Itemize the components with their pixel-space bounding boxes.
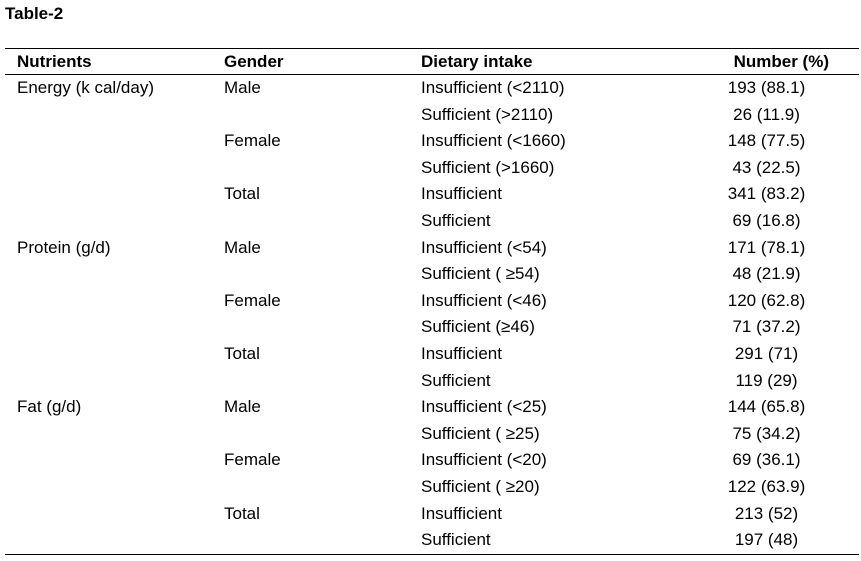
nutrient-cell <box>5 261 212 288</box>
number-percent-cell: 122 (63.9) <box>727 476 806 496</box>
nutrient-cell <box>5 527 212 555</box>
dietary-intake-cell: Sufficient <box>421 370 491 390</box>
dietary-intake-cell: Sufficient (>2110) <box>421 104 554 124</box>
nutrient-cell <box>5 155 212 182</box>
number-percent-cell: 291 (71) <box>734 343 799 363</box>
nutrient-cell <box>5 128 212 155</box>
nutrient-cell <box>5 421 212 448</box>
gender-cell: Female <box>224 290 281 310</box>
dietary-intake-cell: Sufficient (>1660) <box>421 157 555 177</box>
number-percent-cell: 193 (88.1) <box>727 78 806 97</box>
nutrient-cell: Protein (g/d) <box>17 237 111 257</box>
number-percent-cell: 171 (78.1) <box>727 237 806 257</box>
table-row: Protein (g/d) Male Insufficient (<54) 171 (… <box>5 235 859 262</box>
dietary-intake-cell: Insufficient <box>421 343 502 363</box>
dietary-intake-cell: Insufficient (<2110) <box>421 78 565 97</box>
table-row: Sufficient (≥46) 71 (37.2) <box>5 314 859 341</box>
gender-cell: Total <box>224 184 260 204</box>
column-header-nutrients: Nutrients <box>5 48 212 75</box>
gender-cell: Total <box>224 503 260 523</box>
table-row: Fat (g/d) Male Insufficient (<25) 144 (65.8… <box>5 394 859 421</box>
nutrient-cell <box>5 314 212 341</box>
table-row: Female Insufficient (<46) 120 (62.8) <box>5 288 859 315</box>
table-row: Total Insufficient 213 (52) <box>5 501 859 528</box>
number-percent-cell: 43 (22.5) <box>732 157 801 177</box>
gender-cell: Male <box>224 78 261 97</box>
gender-cell: Total <box>224 343 260 363</box>
column-header-gender: Gender <box>212 48 409 75</box>
dietary-intake-cell: Insufficient (<20) <box>421 450 547 470</box>
nutrient-intake-table: Nutrients Gender Dietary intake Number (… <box>5 48 859 555</box>
table-body: Energy (k cal/day) Male Insufficient (<211… <box>5 75 859 555</box>
nutrient-cell: Fat (g/d) <box>17 397 82 417</box>
gender-cell <box>212 102 409 129</box>
table-row: Sufficient 69 (16.8) <box>5 208 859 235</box>
number-percent-cell: 144 (65.8) <box>727 397 806 417</box>
gender-cell <box>212 368 409 395</box>
table-row: Female Insufficient (<1660) 148 (77.5) <box>5 128 859 155</box>
dietary-intake-cell: Sufficient ( ≥25) <box>421 423 540 443</box>
dietary-intake-cell: Insufficient (<46) <box>421 290 547 310</box>
gender-cell <box>212 421 409 448</box>
nutrient-cell: Energy (k cal/day) <box>17 78 154 97</box>
gender-cell: Female <box>224 450 281 470</box>
number-percent-cell: 26 (11.9) <box>733 104 800 124</box>
nutrient-cell <box>5 181 212 208</box>
table-row: Total Insufficient 341 (83.2) <box>5 181 859 208</box>
dietary-intake-cell: Sufficient <box>409 527 674 555</box>
table-row: Energy (k cal/day) Male Insufficient (<211… <box>5 75 859 102</box>
nutrient-cell <box>5 474 212 501</box>
nutrient-cell <box>5 368 212 395</box>
nutrient-cell <box>5 102 212 129</box>
number-percent-cell: 197 (48) <box>674 527 859 555</box>
table-title: Table-2 <box>5 4 64 23</box>
gender-cell: Female <box>224 131 281 151</box>
nutrient-cell <box>5 341 212 368</box>
table-row: Sufficient ( ≥54) 48 (21.9) <box>5 261 859 288</box>
gender-cell <box>212 474 409 501</box>
number-percent-cell: 120 (62.8) <box>727 290 806 310</box>
table-row: Total Insufficient 291 (71) <box>5 341 859 368</box>
number-percent-cell: 69 (16.8) <box>732 210 801 230</box>
table-row: Sufficient ( ≥20) 122 (63.9) <box>5 474 859 501</box>
nutrient-cell <box>5 288 212 315</box>
gender-cell <box>212 208 409 235</box>
gender-cell <box>212 155 409 182</box>
dietary-intake-cell: Sufficient ( ≥54) <box>421 264 540 284</box>
gender-cell <box>212 314 409 341</box>
dietary-intake-cell: Insufficient (<1660) <box>421 131 566 151</box>
number-percent-cell: 119 (29) <box>735 370 798 390</box>
number-percent-cell: 213 (52) <box>734 503 799 523</box>
dietary-intake-cell: Sufficient <box>421 210 491 230</box>
gender-cell <box>212 261 409 288</box>
number-percent-cell: 48 (21.9) <box>732 264 801 284</box>
dietary-intake-cell: Insufficient <box>421 503 502 523</box>
table-row: Sufficient 197 (48) <box>5 527 859 555</box>
gender-cell <box>212 527 409 555</box>
column-header-number-percent: Number (%) <box>674 48 859 75</box>
gender-cell: Male <box>224 397 261 417</box>
number-percent-cell: 75 (34.2) <box>732 423 801 443</box>
dietary-intake-cell: Insufficient (<54) <box>421 237 547 257</box>
table-row: Sufficient (>2110) 26 (11.9) <box>5 102 859 129</box>
dietary-intake-cell: Insufficient <box>421 184 502 204</box>
dietary-intake-cell: Sufficient (≥46) <box>421 317 535 337</box>
table-row: Sufficient 119 (29) <box>5 368 859 395</box>
table-header-row: Nutrients Gender Dietary intake Number (… <box>5 48 859 75</box>
number-percent-cell: 71 (37.2) <box>732 317 801 337</box>
column-header-dietary-intake: Dietary intake <box>409 48 674 75</box>
dietary-intake-cell: Sufficient ( ≥20) <box>421 476 540 496</box>
number-percent-cell: 148 (77.5) <box>727 131 806 151</box>
table-row: Sufficient ( ≥25) 75 (34.2) <box>5 421 859 448</box>
number-percent-cell: 341 (83.2) <box>727 184 806 204</box>
table-row: Female Insufficient (<20) 69 (36.1) <box>5 447 859 474</box>
nutrient-cell <box>5 501 212 528</box>
dietary-intake-cell: Insufficient (<25) <box>421 397 547 417</box>
table-row: Sufficient (>1660) 43 (22.5) <box>5 155 859 182</box>
nutrient-cell <box>5 447 212 474</box>
gender-cell: Male <box>224 237 261 257</box>
number-percent-cell: 69 (36.1) <box>732 450 801 470</box>
nutrient-cell <box>5 208 212 235</box>
